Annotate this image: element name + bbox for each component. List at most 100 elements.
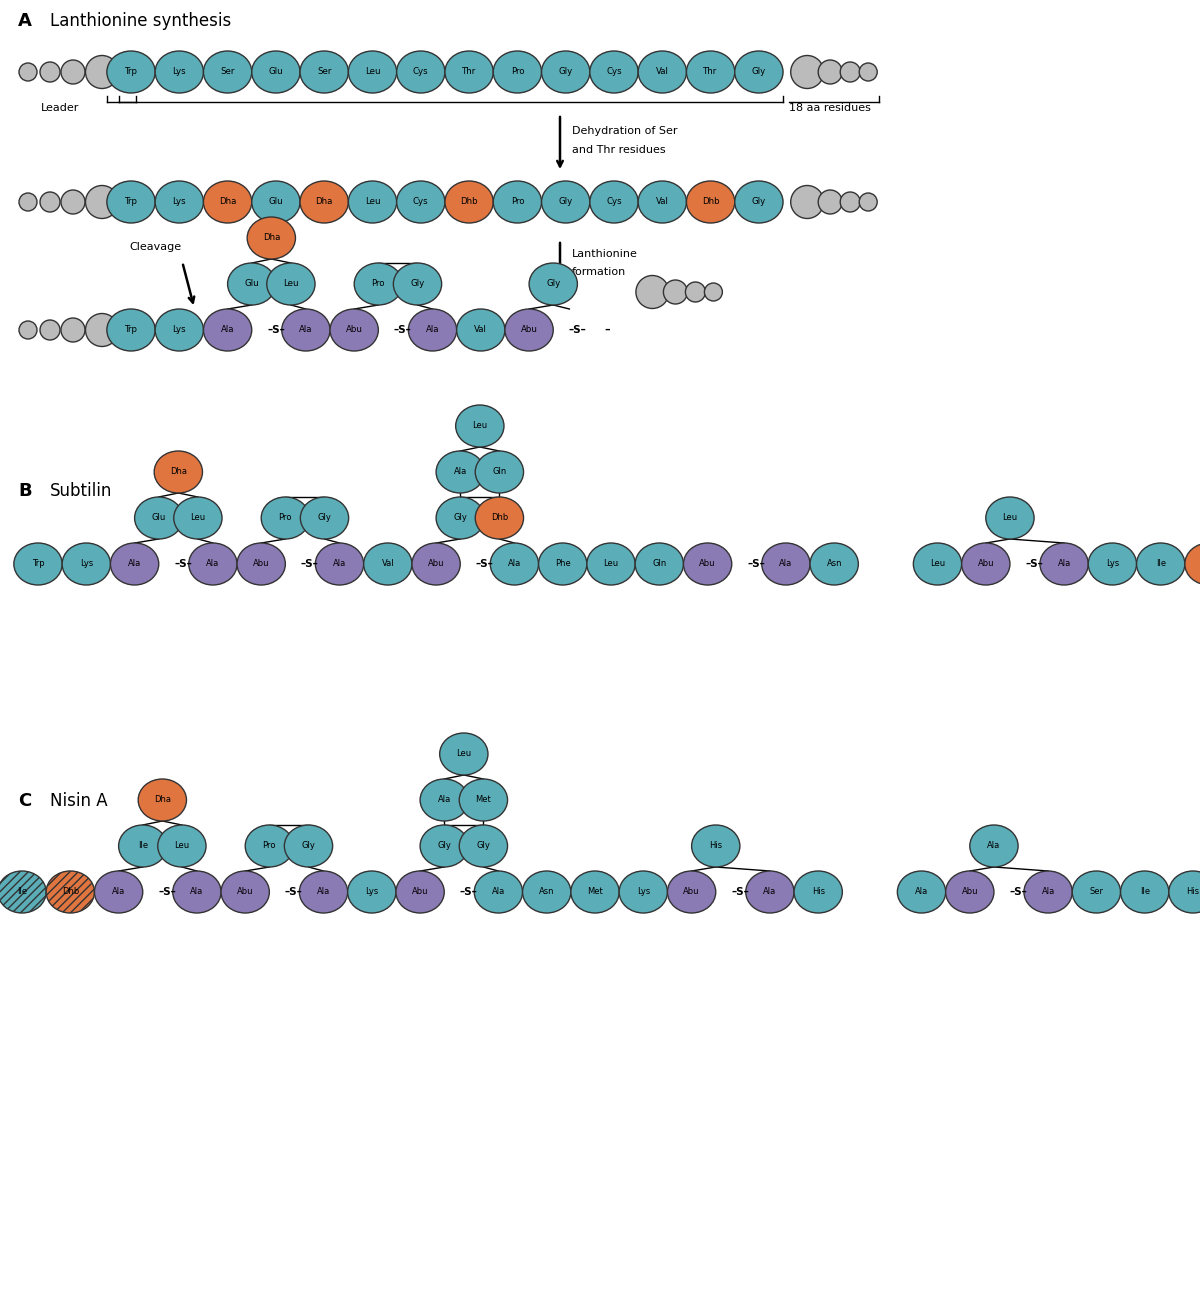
Circle shape <box>664 280 688 303</box>
Text: Subtilin: Subtilin <box>50 482 113 500</box>
Text: –: – <box>605 326 611 335</box>
Ellipse shape <box>282 309 330 352</box>
Ellipse shape <box>1024 871 1073 913</box>
Ellipse shape <box>445 181 493 223</box>
Text: Pro: Pro <box>263 841 276 850</box>
Text: –S–: –S– <box>475 559 493 569</box>
Text: Cys: Cys <box>606 198 622 207</box>
Ellipse shape <box>460 779 508 822</box>
Text: Dhb: Dhb <box>61 888 79 897</box>
Ellipse shape <box>157 825 206 867</box>
Ellipse shape <box>794 871 842 913</box>
Circle shape <box>40 191 60 212</box>
Text: Met: Met <box>475 796 491 805</box>
Text: Ala: Ala <box>426 326 439 335</box>
Text: Abu: Abu <box>683 888 700 897</box>
Text: and Thr residues: and Thr residues <box>572 145 666 155</box>
Text: Ala: Ala <box>128 560 142 569</box>
Ellipse shape <box>300 51 348 92</box>
Text: Ser: Ser <box>317 68 331 77</box>
Text: Ala: Ala <box>438 796 451 805</box>
Text: Leu: Leu <box>365 68 380 77</box>
Ellipse shape <box>667 871 715 913</box>
Ellipse shape <box>412 543 461 585</box>
Ellipse shape <box>587 543 635 585</box>
Ellipse shape <box>173 871 221 913</box>
Circle shape <box>859 193 877 211</box>
Text: Ala: Ala <box>299 326 313 335</box>
Text: Abu: Abu <box>253 560 270 569</box>
Circle shape <box>840 191 860 212</box>
Text: Thr: Thr <box>703 68 718 77</box>
Ellipse shape <box>396 871 444 913</box>
Ellipse shape <box>460 825 508 867</box>
Text: Met: Met <box>587 888 602 897</box>
Ellipse shape <box>245 825 294 867</box>
Ellipse shape <box>420 825 468 867</box>
Ellipse shape <box>474 871 522 913</box>
Text: Glu: Glu <box>269 68 283 77</box>
Ellipse shape <box>505 309 553 352</box>
Ellipse shape <box>238 543 286 585</box>
Ellipse shape <box>684 543 732 585</box>
Text: Ala: Ala <box>988 841 1001 850</box>
Text: Abu: Abu <box>521 326 538 335</box>
Text: Leu: Leu <box>473 422 487 431</box>
Ellipse shape <box>354 263 402 305</box>
Ellipse shape <box>457 309 505 352</box>
Text: Nisin A: Nisin A <box>50 792 108 810</box>
Circle shape <box>85 56 119 89</box>
Text: Dha: Dha <box>154 796 170 805</box>
Text: Cys: Cys <box>413 198 428 207</box>
Text: Ala: Ala <box>221 326 234 335</box>
Text: Abu: Abu <box>961 888 978 897</box>
Text: Trp: Trp <box>125 68 138 77</box>
Circle shape <box>85 314 119 346</box>
Ellipse shape <box>266 263 316 305</box>
Text: –S–: –S– <box>748 559 764 569</box>
Circle shape <box>61 318 85 342</box>
Ellipse shape <box>1184 543 1200 585</box>
Ellipse shape <box>107 309 155 352</box>
Ellipse shape <box>1040 543 1088 585</box>
Text: Asn: Asn <box>539 888 554 897</box>
Ellipse shape <box>1136 543 1184 585</box>
Ellipse shape <box>155 51 204 92</box>
Ellipse shape <box>970 825 1018 867</box>
Text: Gly: Gly <box>751 68 766 77</box>
Text: His: His <box>1187 888 1200 897</box>
Text: Gly: Gly <box>318 513 331 522</box>
Ellipse shape <box>107 181 155 223</box>
Circle shape <box>840 62 860 82</box>
Circle shape <box>791 56 823 89</box>
Text: –S–: –S– <box>158 887 175 897</box>
Ellipse shape <box>493 51 541 92</box>
Text: Dhb: Dhb <box>461 198 478 207</box>
Ellipse shape <box>571 871 619 913</box>
Text: Abu: Abu <box>236 888 253 897</box>
Ellipse shape <box>348 871 396 913</box>
Ellipse shape <box>436 450 485 493</box>
Ellipse shape <box>299 871 348 913</box>
Ellipse shape <box>348 51 397 92</box>
Text: Gly: Gly <box>437 841 451 850</box>
Circle shape <box>636 276 668 309</box>
Ellipse shape <box>228 263 276 305</box>
Ellipse shape <box>493 181 541 223</box>
Text: Lys: Lys <box>173 198 186 207</box>
Ellipse shape <box>247 217 295 259</box>
Ellipse shape <box>522 871 571 913</box>
Text: Val: Val <box>382 560 394 569</box>
Ellipse shape <box>638 51 686 92</box>
Text: Ala: Ala <box>1042 888 1055 897</box>
Ellipse shape <box>635 543 684 585</box>
Ellipse shape <box>541 51 590 92</box>
Ellipse shape <box>638 181 686 223</box>
Text: –S–: –S– <box>268 326 284 335</box>
Ellipse shape <box>734 181 784 223</box>
Text: His: His <box>811 888 824 897</box>
Text: Trp: Trp <box>31 560 44 569</box>
Text: Ile: Ile <box>1140 888 1150 897</box>
Ellipse shape <box>475 450 523 493</box>
Text: Glu: Glu <box>151 513 166 522</box>
